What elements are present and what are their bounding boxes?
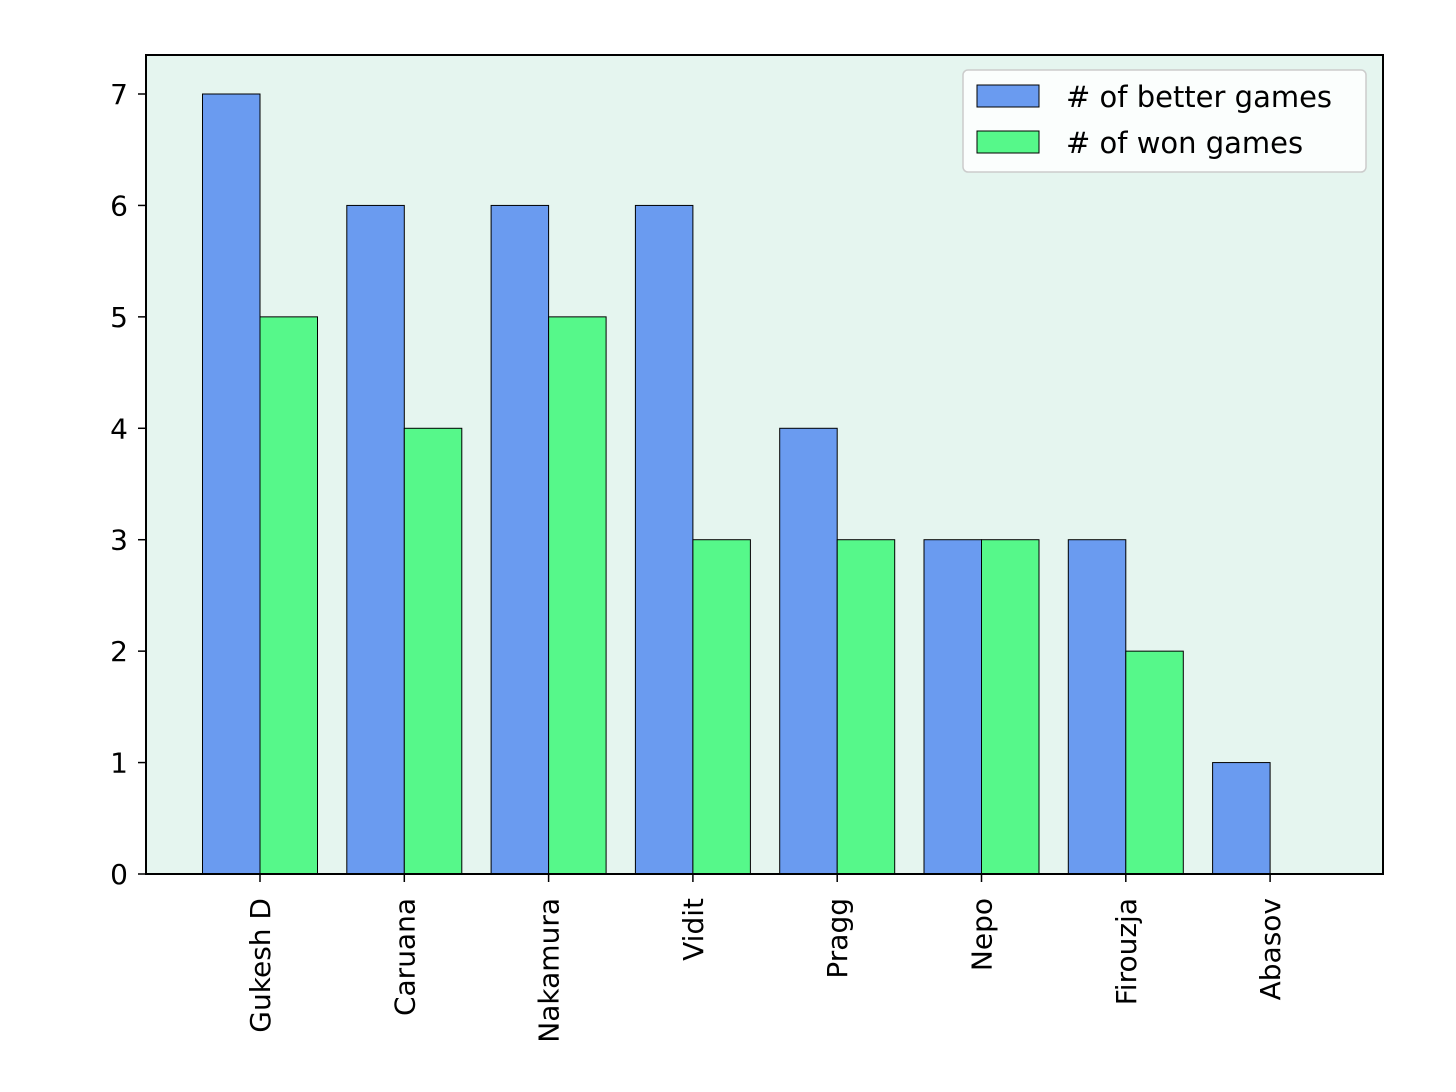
x-tick-label: Firouzja [1110,898,1143,1005]
y-axis: 0 1 2 3 4 5 6 7 [110,78,146,891]
legend-label-better-games: # of better games [1066,80,1332,114]
bar-won-games-nakamura [548,316,607,875]
x-tick-label: Pragg [821,898,854,979]
bar-won-games-vidit [692,539,751,875]
bar-better-games-gukesh-d [202,93,261,875]
legend-swatch-won-games [976,130,1040,154]
y-tick-label: 7 [110,78,128,111]
legend-label-won-games: # of won games [1066,126,1303,160]
y-tick-label: 4 [110,412,128,445]
x-tick-label: Vidit [677,898,710,961]
y-tick-label: 2 [110,635,128,668]
plot-frame [145,54,1384,875]
legend-box [962,69,1367,173]
x-tick-label: Nakamura [533,898,566,1043]
x-tick-label: Abasov [1254,898,1287,1000]
legend: # of better games # of won games [962,69,1367,173]
y-tick-label: 3 [110,524,128,557]
x-tick-label: Caruana [388,898,421,1016]
bar-won-games-gukesh-d [259,316,318,875]
bar-better-games-nepo [923,539,982,875]
bar-better-games-firouzja [1067,539,1127,875]
bar-better-games-pragg [779,427,838,875]
bar-better-games-nakamura [490,204,550,875]
x-tick-label: Gukesh D [244,898,277,1033]
plot-area [146,55,1383,874]
bar-better-games-abasov [1212,762,1271,875]
bars-group [202,93,1271,875]
y-tick-label: 6 [110,189,128,222]
y-tick-label: 1 [110,747,128,780]
x-axis: Gukesh D Caruana Nakamura Vidit Pragg Nepo Fir… [244,874,1287,1043]
bar-won-games-firouzja [1125,650,1184,875]
legend-swatch-better-games [976,84,1040,108]
bar-better-games-vidit [634,204,694,875]
bar-won-games-caruana [403,427,463,875]
bar-better-games-caruana [346,204,405,875]
x-tick-label: Nepo [966,898,999,971]
bar-won-games-nepo [981,539,1040,875]
y-tick-label: 5 [110,301,128,334]
bar-won-games-pragg [836,539,896,875]
y-tick-label: 0 [110,858,128,891]
